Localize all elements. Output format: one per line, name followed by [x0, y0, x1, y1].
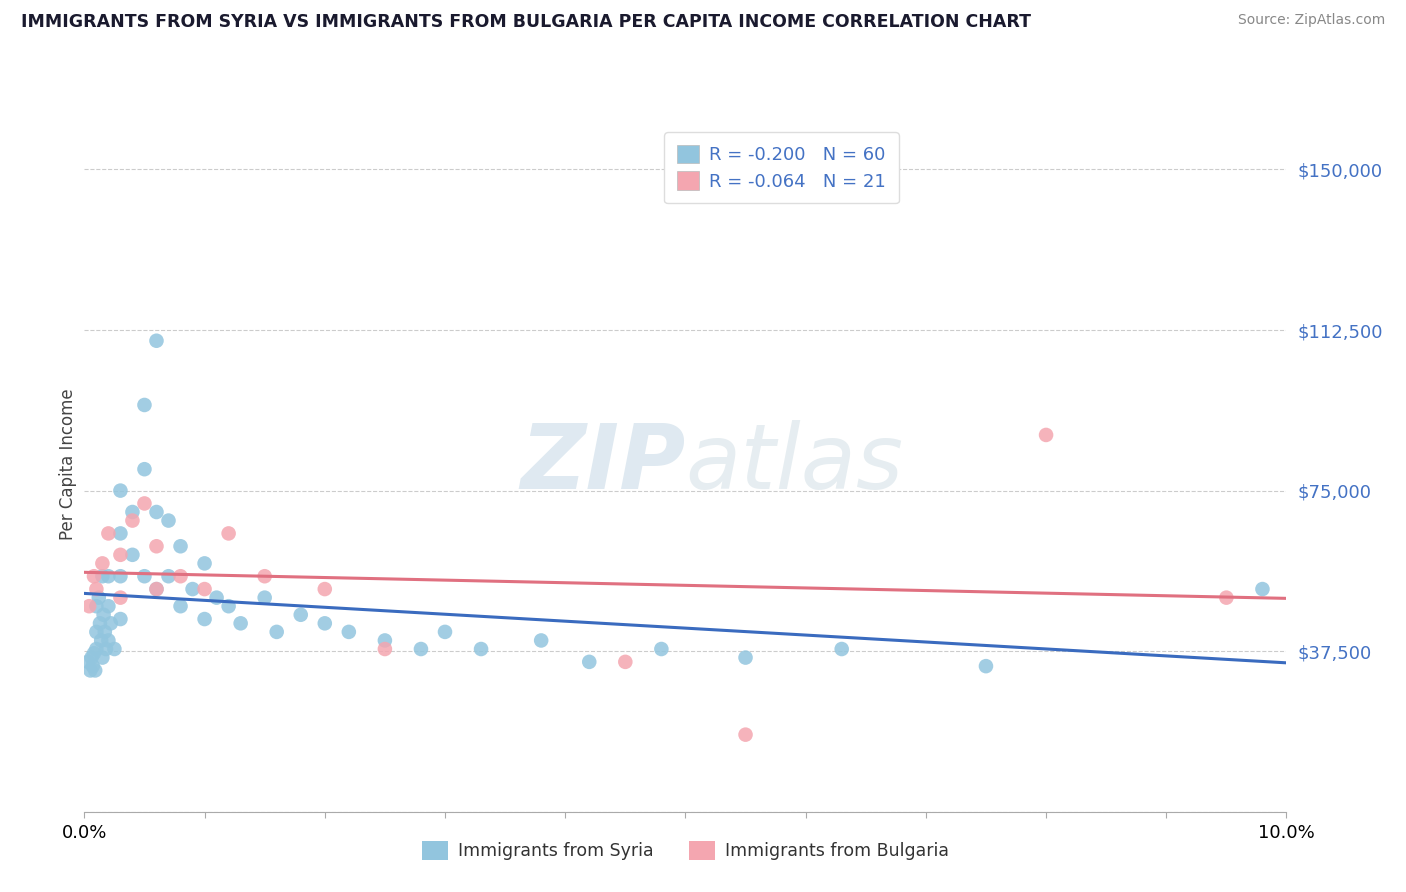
Point — [94, 642, 117, 657]
Point — [97, 633, 120, 648]
Point — [229, 616, 252, 631]
Text: Source: ZipAtlas.com: Source: ZipAtlas.com — [1237, 13, 1385, 28]
Point — [1251, 582, 1274, 596]
Legend: Immigrants from Syria, Immigrants from Bulgaria: Immigrants from Syria, Immigrants from B… — [413, 832, 957, 869]
Point — [87, 591, 110, 605]
Point — [86, 599, 108, 614]
Point — [97, 569, 120, 583]
Point — [110, 548, 132, 562]
Point — [194, 612, 217, 626]
Point — [145, 582, 167, 596]
Point — [169, 539, 191, 553]
Point — [145, 505, 167, 519]
Point — [314, 582, 336, 596]
Point — [134, 496, 156, 510]
Point — [121, 548, 143, 562]
Point — [578, 655, 600, 669]
Point — [734, 650, 756, 665]
Point — [253, 569, 276, 583]
Point — [218, 599, 240, 614]
Point — [181, 582, 204, 596]
Point — [734, 728, 756, 742]
Point — [100, 616, 122, 631]
Point — [110, 612, 132, 626]
Point — [91, 557, 114, 571]
Point — [157, 569, 180, 583]
Point — [194, 557, 217, 571]
Point — [253, 591, 276, 605]
Point — [82, 659, 104, 673]
Point — [121, 514, 143, 528]
Point — [145, 539, 167, 553]
Point — [86, 624, 108, 639]
Point — [169, 599, 191, 614]
Point — [110, 591, 132, 605]
Point — [93, 607, 115, 622]
Point — [90, 633, 112, 648]
Point — [134, 398, 156, 412]
Point — [80, 650, 103, 665]
Point — [530, 633, 553, 648]
Point — [77, 599, 100, 614]
Point — [84, 664, 107, 678]
Point — [290, 607, 312, 622]
Point — [650, 642, 672, 657]
Y-axis label: Per Capita Income: Per Capita Income — [59, 388, 77, 540]
Point — [434, 624, 457, 639]
Point — [974, 659, 997, 673]
Point — [77, 655, 100, 669]
Point — [218, 526, 240, 541]
Point — [157, 514, 180, 528]
Point — [145, 582, 167, 596]
Point — [374, 633, 396, 648]
Text: ZIP: ZIP — [520, 420, 686, 508]
Point — [831, 642, 853, 657]
Point — [1215, 591, 1237, 605]
Point — [205, 591, 228, 605]
Point — [83, 646, 105, 660]
Point — [266, 624, 288, 639]
Point — [110, 483, 132, 498]
Point — [121, 505, 143, 519]
Point — [169, 569, 191, 583]
Point — [134, 569, 156, 583]
Point — [314, 616, 336, 631]
Point — [194, 582, 217, 596]
Point — [79, 664, 101, 678]
Point — [409, 642, 432, 657]
Text: atlas: atlas — [686, 420, 904, 508]
Point — [86, 642, 108, 657]
Point — [103, 642, 125, 657]
Point — [83, 569, 105, 583]
Point — [89, 616, 111, 631]
Point — [1035, 428, 1057, 442]
Point — [337, 624, 360, 639]
Point — [94, 624, 117, 639]
Point — [470, 642, 492, 657]
Point — [110, 569, 132, 583]
Text: IMMIGRANTS FROM SYRIA VS IMMIGRANTS FROM BULGARIA PER CAPITA INCOME CORRELATION : IMMIGRANTS FROM SYRIA VS IMMIGRANTS FROM… — [21, 13, 1031, 31]
Point — [97, 526, 120, 541]
Point — [374, 642, 396, 657]
Point — [86, 582, 108, 596]
Point — [614, 655, 637, 669]
Point — [145, 334, 167, 348]
Point — [91, 569, 114, 583]
Point — [110, 526, 132, 541]
Point — [134, 462, 156, 476]
Point — [91, 650, 114, 665]
Point — [97, 599, 120, 614]
